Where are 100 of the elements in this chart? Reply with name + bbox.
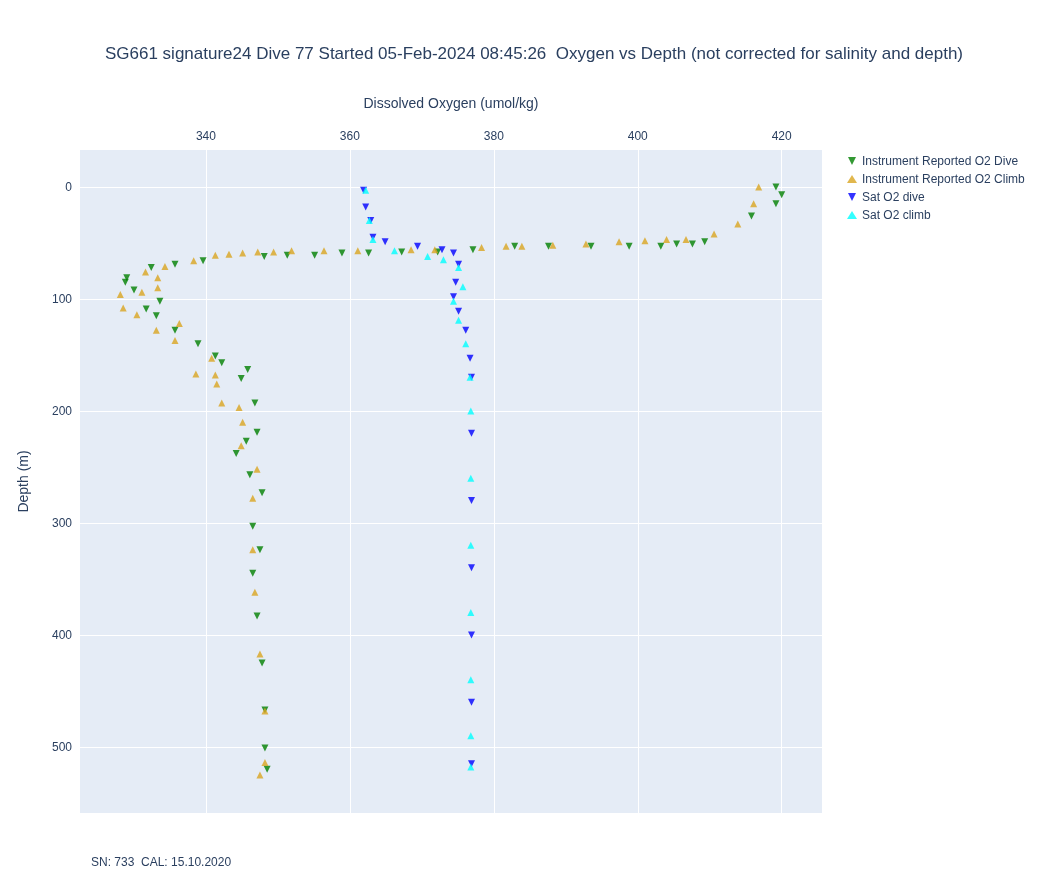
point (424, 252, 432, 260)
point (218, 399, 226, 407)
point (747, 212, 755, 220)
point (263, 765, 271, 773)
x-tick-label: 380 (483, 129, 505, 143)
point (258, 659, 266, 667)
point (253, 428, 261, 436)
point (518, 242, 526, 250)
point (213, 380, 221, 388)
point (772, 200, 780, 208)
point (701, 238, 709, 246)
legend-label: Sat O2 climb (862, 208, 932, 222)
point (256, 546, 264, 554)
point (467, 541, 475, 549)
point (225, 250, 233, 258)
point (253, 612, 261, 620)
point (438, 246, 446, 254)
text: SN: 733 CAL: 15.10.2020 (91, 855, 232, 869)
point (459, 283, 467, 291)
point (171, 326, 179, 334)
chart-title: SG661 signature24 Dive 77 Started 05-Feb-2024 08:45:26 Oxygen vs Depth (not corrected for salinity and depth) (104, 44, 964, 63)
point (211, 371, 219, 379)
point (130, 286, 138, 294)
legend-label: Sat O2 dive (862, 190, 926, 204)
point (468, 429, 476, 437)
point (772, 183, 780, 191)
x-tick-label: 400 (627, 129, 649, 143)
point (175, 320, 183, 328)
point (258, 489, 266, 497)
point (232, 450, 240, 457)
point (152, 312, 160, 320)
point (467, 609, 475, 617)
point (391, 247, 398, 255)
point (582, 240, 590, 248)
point (147, 264, 155, 272)
point (663, 236, 671, 244)
point (244, 366, 252, 374)
point (251, 588, 259, 596)
point (439, 256, 447, 264)
point (253, 465, 261, 473)
point (141, 268, 149, 276)
point (237, 374, 245, 382)
y-tick-label: 100 (51, 291, 73, 306)
y-tick-label: 400 (51, 627, 73, 642)
point (239, 418, 247, 426)
point (625, 242, 633, 250)
point (407, 246, 415, 254)
point (218, 359, 226, 367)
x-tick-label: 360 (339, 129, 361, 143)
point (239, 249, 247, 257)
point (468, 698, 476, 706)
point (468, 631, 476, 639)
point (261, 759, 269, 767)
legend-label: Instrument Reported O2 Dive (862, 154, 1019, 168)
x-tick-label: 420 (771, 129, 793, 143)
point (199, 257, 207, 265)
point (381, 238, 389, 246)
point (288, 247, 296, 255)
point (545, 242, 553, 250)
y-tick-label: 0 (65, 179, 73, 194)
point (450, 293, 458, 301)
x-axis-title: Dissolved Oxygen (umol/kg) (363, 95, 539, 111)
point (549, 241, 557, 249)
point (615, 238, 623, 246)
point (194, 340, 202, 348)
point (468, 497, 476, 505)
point (478, 243, 486, 251)
point (235, 404, 243, 412)
point (455, 307, 463, 315)
point (467, 474, 475, 482)
point (398, 248, 406, 256)
legend-label: Instrument Reported O2 Climb (862, 172, 1026, 186)
point (455, 316, 463, 324)
point (152, 326, 160, 334)
point (587, 242, 595, 250)
x-tick-label: 340 (195, 129, 217, 143)
point (138, 288, 146, 296)
point (320, 247, 328, 255)
point (133, 311, 141, 319)
point (171, 260, 179, 268)
point (468, 564, 476, 572)
point (502, 242, 510, 250)
point (469, 246, 477, 254)
point (123, 274, 131, 282)
y-tick-label: 200 (51, 403, 73, 418)
point (414, 242, 422, 250)
point (682, 236, 690, 244)
y-axis-title: Depth (m) (15, 450, 31, 513)
y-tick-label: 500 (51, 739, 73, 754)
point (641, 237, 649, 245)
point (211, 251, 219, 259)
point (161, 262, 169, 270)
point (249, 494, 257, 502)
point (450, 297, 458, 305)
point (171, 336, 179, 344)
point (116, 290, 124, 298)
point (455, 264, 463, 272)
point (246, 471, 254, 479)
y-tick-label: 300 (51, 515, 73, 530)
point (466, 354, 474, 362)
